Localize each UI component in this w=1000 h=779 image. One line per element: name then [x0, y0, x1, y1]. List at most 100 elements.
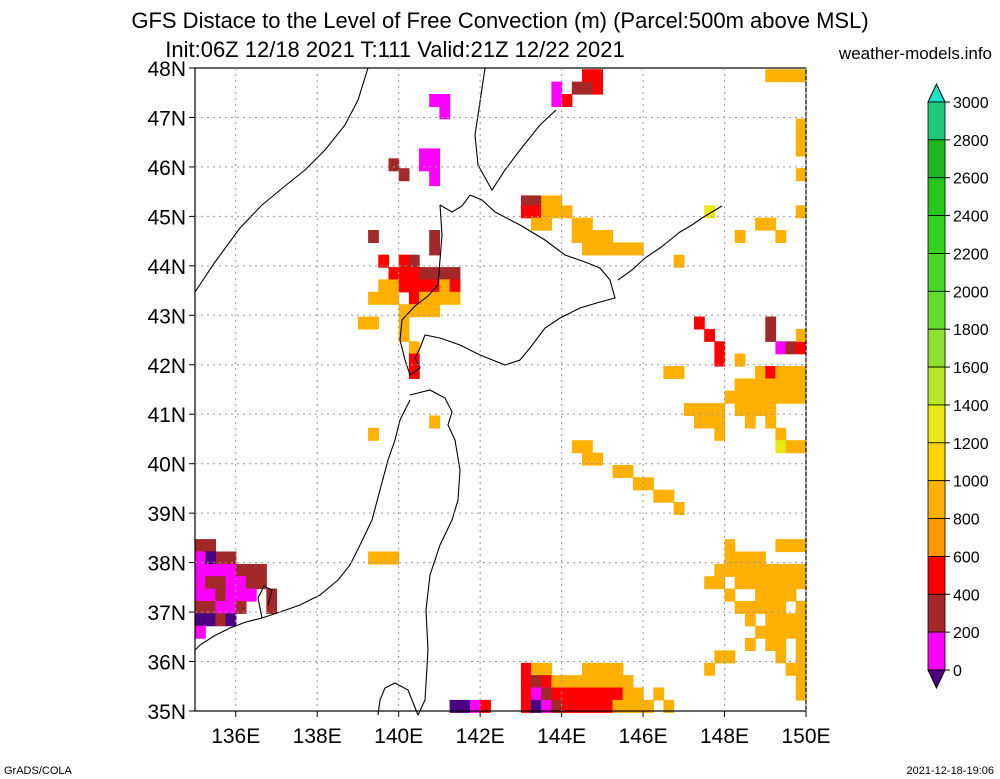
lfc-cell — [734, 390, 746, 404]
lat-tick-label: 39N — [147, 503, 186, 526]
lfc-cell — [541, 699, 552, 713]
lfc-cell — [765, 69, 777, 83]
lfc-cell — [429, 304, 440, 318]
lfc-cell — [795, 662, 807, 676]
colorbar-label: 1000 — [953, 474, 989, 491]
lfc-cell — [602, 242, 614, 256]
lfc-cell — [775, 69, 787, 83]
lfc-cell — [724, 539, 736, 553]
lfc-cell — [632, 687, 644, 701]
lfc-cell — [755, 217, 766, 231]
colorbar-segment — [927, 631, 946, 671]
lfc-cell — [225, 551, 237, 565]
colorbar-segment — [927, 290, 946, 330]
lfc-cell — [592, 242, 603, 256]
lfc-cell — [378, 279, 390, 293]
coast-honshu-north — [409, 389, 461, 716]
lat-tick-label: 43N — [147, 305, 186, 328]
lfc-cell — [622, 675, 634, 689]
lfc-cell — [785, 390, 797, 404]
lfc-cell — [785, 366, 797, 379]
lfc-cell — [541, 662, 552, 676]
lfc-cell — [785, 588, 797, 602]
lfc-cell — [755, 390, 766, 404]
lfc-cell — [551, 699, 563, 713]
lat-tick-label: 46N — [147, 157, 186, 180]
lfc-cell — [704, 328, 715, 342]
lfc-cell — [531, 687, 542, 701]
coastline — [194, 67, 723, 716]
lfc-cell — [765, 638, 777, 651]
lfc-cell — [368, 551, 379, 565]
lfc-cell — [429, 160, 440, 174]
lat-tick-label: 48N — [147, 58, 186, 81]
lfc-cell — [205, 588, 216, 602]
lfc-cell — [408, 254, 420, 268]
lfc-cell — [582, 217, 593, 231]
lfc-cell — [785, 576, 797, 590]
lfc-cell — [663, 366, 675, 379]
lfc-cell — [388, 267, 400, 281]
chart-title: GFS Distace to the Level of Free Convect… — [131, 8, 869, 33]
lfc-cell — [755, 625, 766, 639]
lfc-cell — [785, 563, 797, 577]
lfc-cell — [215, 551, 227, 565]
lfc-cell — [744, 613, 756, 627]
lfc-cell — [765, 415, 777, 429]
coast-sakhalin-east — [474, 67, 557, 192]
lfc-cell — [368, 291, 379, 305]
lfc-cell — [551, 205, 563, 219]
lfc-cell — [551, 687, 563, 701]
lfc-cell — [429, 94, 440, 107]
lfc-cell — [714, 403, 726, 417]
lfc-cell — [195, 625, 206, 639]
lfc-cell — [205, 563, 216, 577]
lfc-cell — [429, 173, 440, 187]
lfc-cell — [755, 588, 766, 602]
lfc-cell — [612, 687, 624, 701]
lfc-cell — [755, 563, 766, 577]
lfc-cell — [724, 563, 736, 577]
lfc-cell — [775, 366, 787, 379]
lfc-cell — [592, 81, 603, 95]
lfc-cell — [561, 699, 573, 713]
lfc-cell — [755, 366, 766, 379]
lfc-cell — [235, 576, 247, 590]
colorbar-segment — [927, 556, 946, 595]
lfc-cell — [775, 600, 787, 614]
lat-tick-label: 42N — [147, 355, 186, 378]
lfc-cell — [643, 477, 654, 491]
lfc-cell — [368, 316, 379, 330]
lfc-cell — [582, 687, 593, 701]
lfc-cell — [612, 242, 624, 256]
coast-noto — [257, 585, 273, 619]
lfc-cell — [398, 267, 410, 281]
footer-credit: GrADS/COLA — [4, 765, 72, 777]
lfc-cell — [449, 291, 461, 305]
lfc-cell — [775, 440, 787, 454]
lfc-cell — [622, 699, 634, 713]
lfc-cell — [215, 576, 227, 590]
lfc-cell — [561, 205, 573, 219]
lfc-cell — [592, 452, 603, 466]
lat-tick-label: 38N — [147, 553, 186, 576]
lfc-cell — [795, 143, 807, 157]
lfc-cell — [531, 205, 542, 219]
lfc-cell — [714, 576, 726, 590]
lfc-cell — [195, 539, 206, 553]
lfc-cell — [612, 675, 624, 689]
colorbar-label: 400 — [953, 587, 980, 604]
colorbar-segment — [927, 593, 946, 633]
lon-tick-label: 142E — [456, 725, 505, 748]
lfc-cell — [205, 576, 216, 590]
lfc-cell — [531, 675, 542, 689]
lfc-cell — [419, 279, 430, 293]
lfc-cell — [744, 390, 756, 404]
lfc-cell — [429, 291, 440, 305]
lfc-cell — [571, 699, 583, 713]
lfc-cell — [714, 353, 726, 367]
lfc-cell — [225, 613, 237, 627]
lfc-cell — [602, 699, 614, 713]
lfc-cell — [429, 242, 440, 256]
lat-tick-label: 37N — [147, 602, 186, 625]
